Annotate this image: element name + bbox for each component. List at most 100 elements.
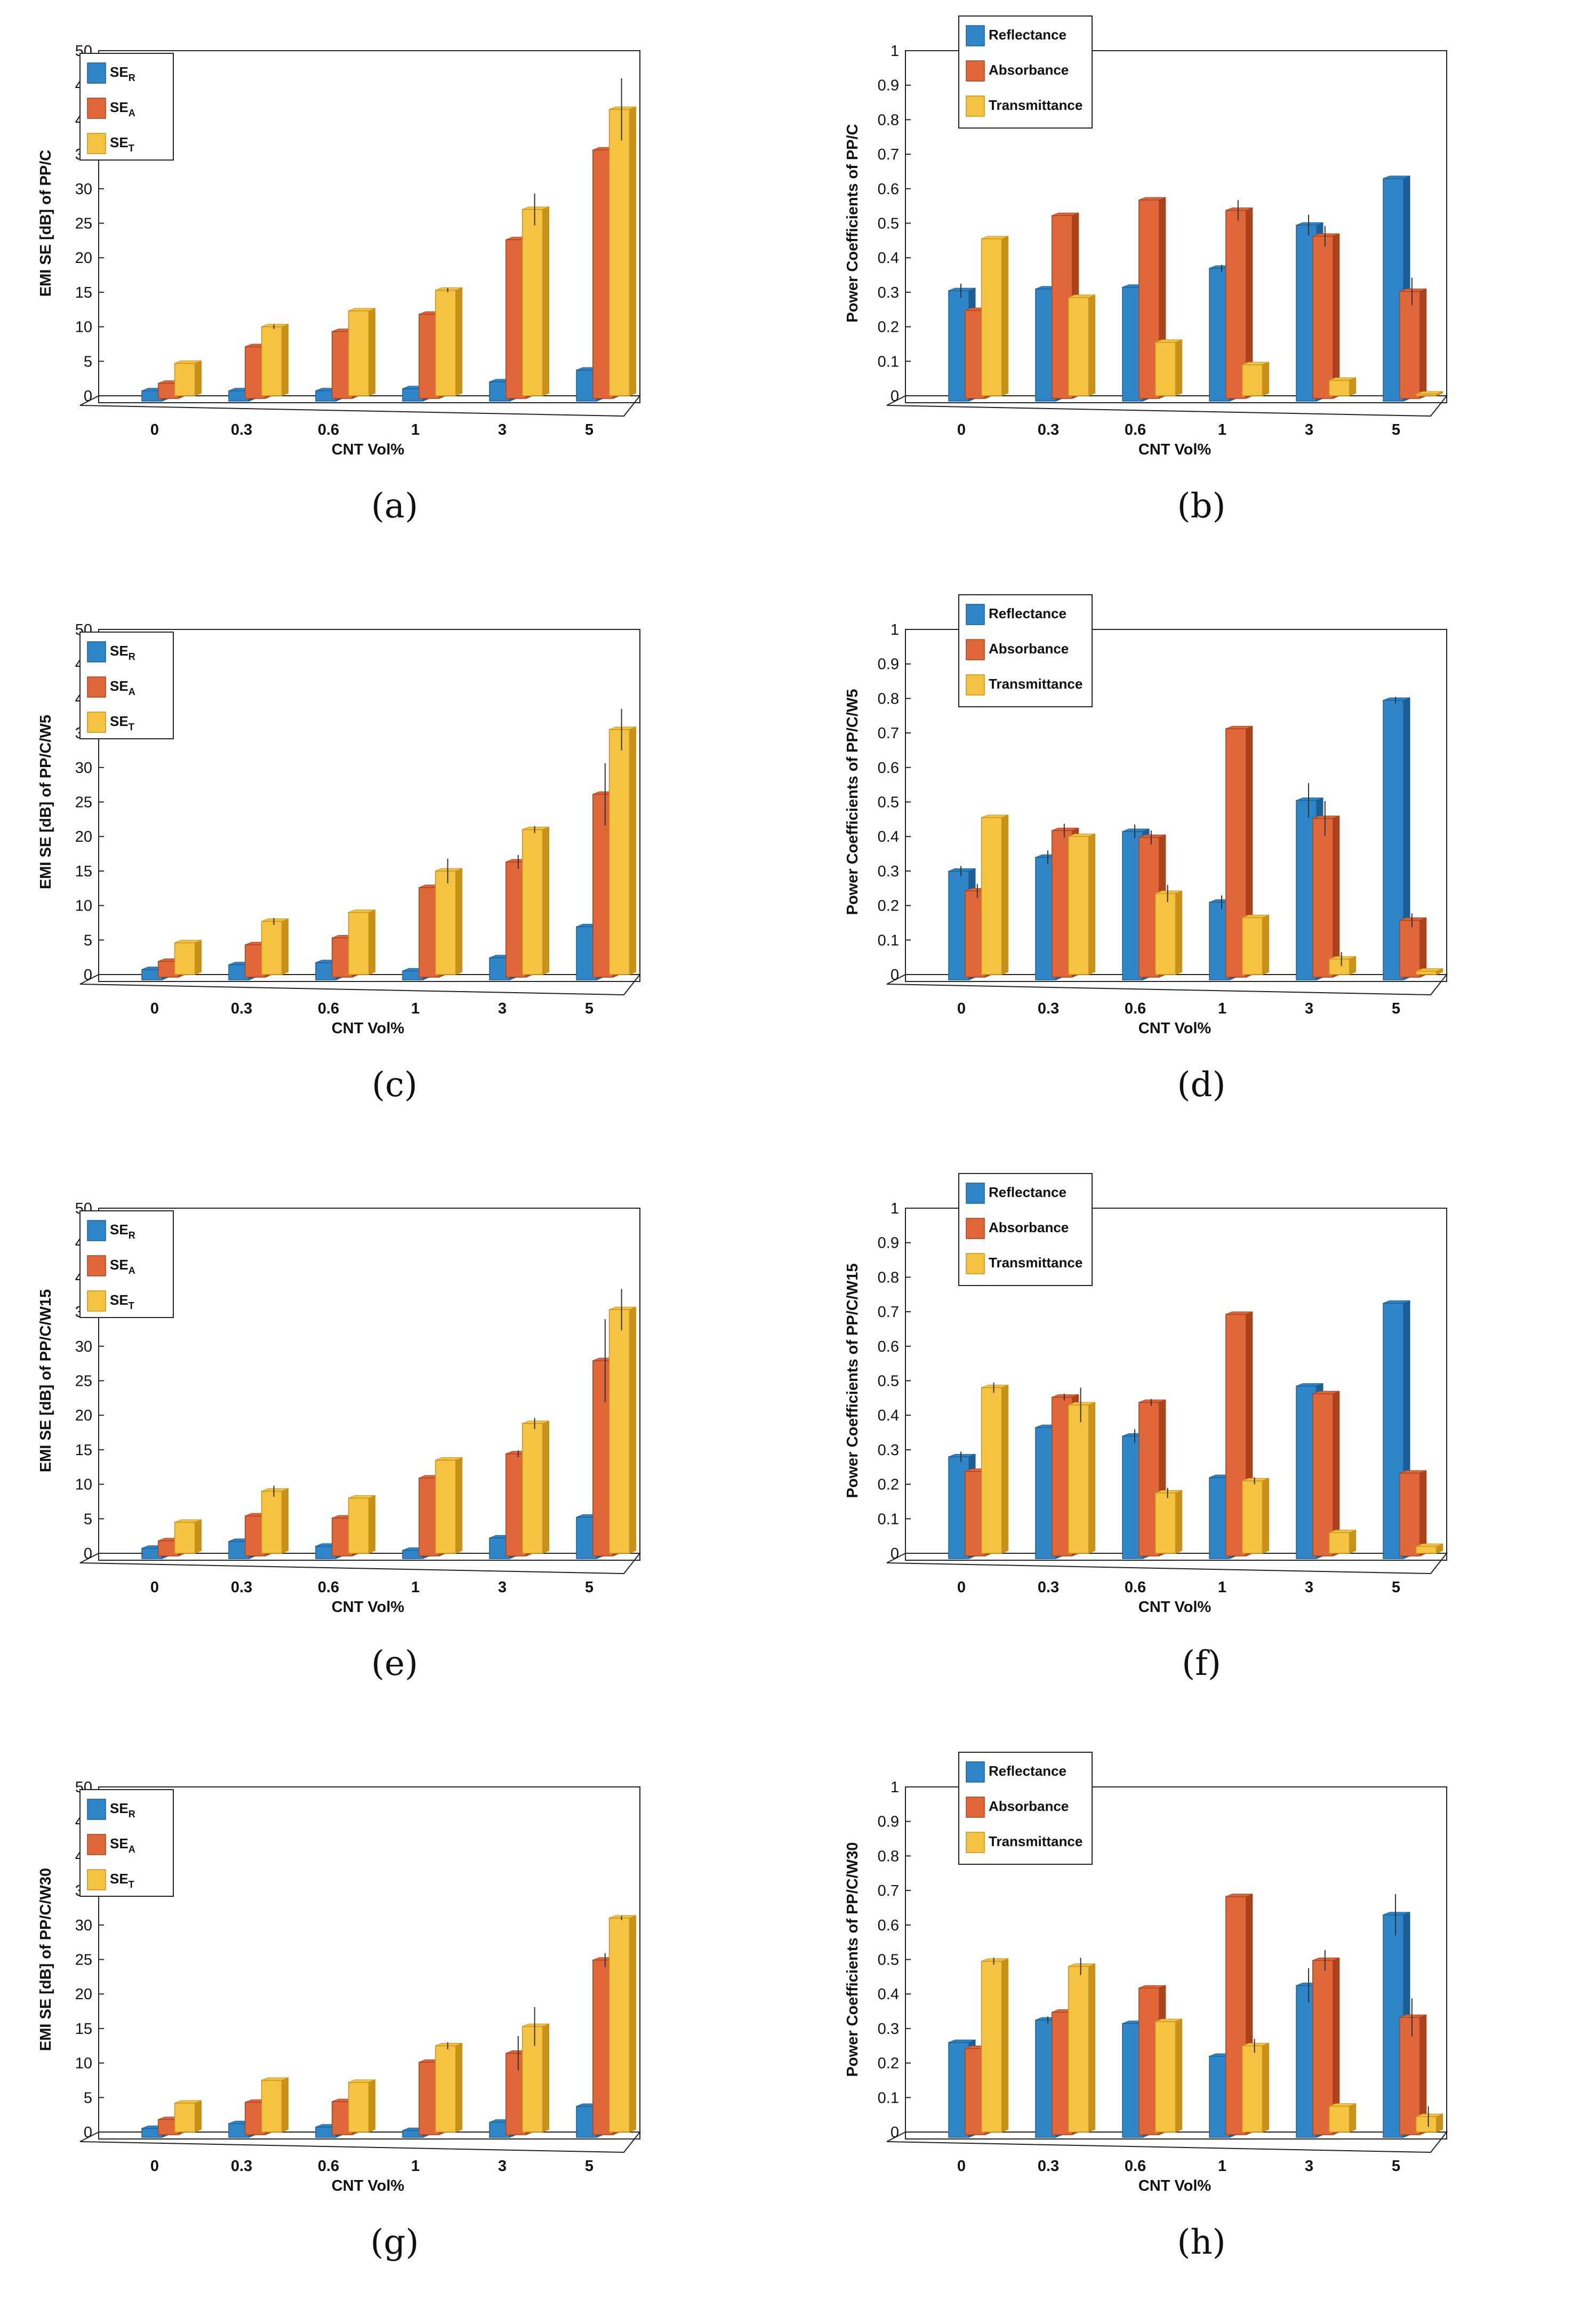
bar-transmit xyxy=(522,1420,550,1554)
legend-swatch xyxy=(966,1797,985,1818)
legend-entry: Reflectance xyxy=(989,1763,1066,1779)
x-tick-label: 0.3 xyxy=(231,2158,252,2175)
bar-transmit xyxy=(1241,362,1270,396)
legend-swatch xyxy=(966,604,985,625)
legend-swatch xyxy=(966,1218,985,1239)
legend-swatch xyxy=(966,25,985,46)
legend-swatch xyxy=(87,133,106,154)
legend-entry: Reflectance xyxy=(989,605,1066,621)
y-tick-label: 0.7 xyxy=(878,1304,899,1321)
legend: Reflectance Absorbance Transmittance xyxy=(958,1173,1093,1286)
legend-swatch xyxy=(966,60,985,82)
legend-swatch xyxy=(966,674,985,696)
bar-transmit xyxy=(981,1384,1009,1554)
y-tick-label: 0.9 xyxy=(878,77,899,94)
y-tick-label: 30 xyxy=(75,760,92,777)
y-tick-label: 0.2 xyxy=(878,1476,899,1494)
y-axis-label: Power Coefficients of PP/C xyxy=(844,124,861,322)
y-tick-label: 0.1 xyxy=(878,1511,899,1528)
bar-transmit xyxy=(522,2023,550,2133)
bar-transmit xyxy=(435,868,463,975)
legend-swatch xyxy=(966,1832,985,1853)
y-tick-label: 1 xyxy=(891,1200,899,1217)
y-tick-label: 0.9 xyxy=(878,656,899,673)
x-tick-label: 0.3 xyxy=(1038,2158,1059,2175)
x-tick-label: 0 xyxy=(150,1579,159,1596)
x-axis-label: CNT Vol% xyxy=(1138,2177,1212,2194)
legend-swatch xyxy=(87,1869,106,1890)
bar-absorb xyxy=(1312,1391,1340,1556)
bar-transmit xyxy=(261,918,289,975)
bar-transmit xyxy=(1328,956,1357,975)
y-tick-label: 0.3 xyxy=(878,284,899,301)
plot-floor xyxy=(79,1553,641,1575)
bar-transmit xyxy=(435,2042,463,2133)
chart-e: 05101520253035404550EMI SE [dB] of PP/C/… xyxy=(37,1200,641,1616)
x-tick-label: 0.6 xyxy=(318,421,339,438)
plot-frame xyxy=(905,1786,1447,2140)
legend-entry: Reflectance xyxy=(989,1184,1066,1200)
y-tick-label: 15 xyxy=(75,1442,92,1459)
chart-panel-a: 05101520253035404550EMI SE [dB] of PP/C0… xyxy=(0,0,789,571)
x-axis-label: CNT Vol% xyxy=(332,2177,405,2194)
legend-swatch xyxy=(87,1255,106,1276)
y-tick-label: 10 xyxy=(75,1476,92,1494)
legend-entry: Reflectance xyxy=(989,27,1066,43)
y-tick-label: 0 xyxy=(891,2124,899,2141)
legend-entry: Absorbance xyxy=(989,641,1069,657)
y-tick-label: 15 xyxy=(75,2021,92,2038)
legend: Reflectance Absorbance Transmittance xyxy=(958,1752,1093,1865)
plot-floor xyxy=(79,2132,641,2153)
plot-floor xyxy=(79,395,641,417)
chart-c: 05101520253035404550EMI SE [dB] of PP/C/… xyxy=(37,621,641,1037)
y-tick-label: 0.8 xyxy=(878,690,899,707)
y-tick-label: 5 xyxy=(84,2089,92,2106)
x-axis-label: CNT Vol% xyxy=(332,1020,405,1037)
bar-transmit xyxy=(522,826,550,975)
y-tick-label: 25 xyxy=(75,1952,92,1969)
bar-transmit xyxy=(981,1958,1009,2133)
legend-swatch xyxy=(87,676,106,698)
y-tick-label: 0.9 xyxy=(878,1814,899,1831)
bar-transmit xyxy=(1328,1529,1357,1554)
chart-f: 0 0.1 0.2 0.3 0.4 0.5 0.6 0.7 0.8 0.9 1 Power Coeff… xyxy=(844,1173,1448,1616)
plot-floor xyxy=(886,395,1448,417)
chart-panel-g: 05101520253035404550EMI SE [dB] of PP/C/… xyxy=(0,1736,789,2307)
y-tick-label: 0.3 xyxy=(878,2021,899,2038)
chart-b: 0 0.1 0.2 0.3 0.4 0.5 0.6 0.7 0.8 0.9 1 Power Coeff… xyxy=(844,15,1448,458)
x-tick-label: 1 xyxy=(411,421,420,438)
x-tick-label: 0.3 xyxy=(1038,1579,1059,1596)
y-tick-label: 25 xyxy=(75,1373,92,1390)
y-tick-label: 0.8 xyxy=(878,111,899,129)
panel-caption: (a) xyxy=(371,486,419,526)
x-tick-label: 0.3 xyxy=(231,421,252,438)
y-tick-label: 1 xyxy=(891,43,899,60)
y-tick-label: 0 xyxy=(891,388,899,405)
y-tick-label: 20 xyxy=(75,1986,92,2003)
bar-transmit xyxy=(1154,339,1183,396)
y-tick-label: 0.6 xyxy=(878,1338,899,1355)
x-tick-label: 0 xyxy=(150,2158,159,2175)
y-axis-label: EMI SE [dB] of PP/C/W5 xyxy=(37,715,54,889)
bar-transmit xyxy=(608,1915,637,2133)
y-tick-label: 10 xyxy=(75,319,92,336)
y-axis-label: EMI SE [dB] of PP/C/W30 xyxy=(37,1868,54,2051)
legend-swatch xyxy=(966,1253,985,1274)
x-tick-label: 0 xyxy=(150,421,159,438)
x-tick-label: 1 xyxy=(1218,1000,1226,1017)
chart-a: 05101520253035404550EMI SE [dB] of PP/C0… xyxy=(37,43,641,458)
panel-caption: (d) xyxy=(1177,1065,1226,1105)
bar-transmit xyxy=(1415,391,1443,396)
y-tick-label: 30 xyxy=(75,1917,92,1934)
x-tick-label: 0 xyxy=(957,1000,966,1017)
chart-panel-h: 0 0.1 0.2 0.3 0.4 0.5 0.6 0.7 0.8 0.9 1 Power Coeff… xyxy=(807,1736,1596,2307)
chart-d: 0 0.1 0.2 0.3 0.4 0.5 0.6 0.7 0.8 0.9 1 Power Coeff… xyxy=(844,594,1448,1037)
x-tick-label: 3 xyxy=(1305,2158,1313,2175)
y-axis-label: EMI SE [dB] of PP/C/W15 xyxy=(37,1289,54,1472)
bar-absorb xyxy=(1312,233,1340,399)
x-tick-label: 0 xyxy=(957,421,966,438)
bar-transmit xyxy=(174,360,202,396)
x-tick-label: 0.6 xyxy=(1125,1579,1146,1596)
